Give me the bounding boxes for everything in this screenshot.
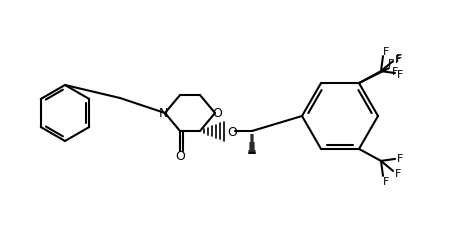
Text: F: F [397,153,403,163]
Text: F: F [388,59,394,69]
Text: N: N [158,107,168,120]
Text: F: F [392,67,398,77]
Text: O: O [175,150,185,163]
Text: F: F [396,54,402,64]
Text: F: F [383,47,389,57]
Text: F: F [395,168,401,178]
Text: F: F [397,70,403,80]
Text: O: O [227,125,237,138]
Text: O: O [212,107,222,120]
Text: F: F [383,176,389,186]
Text: F: F [395,55,401,65]
